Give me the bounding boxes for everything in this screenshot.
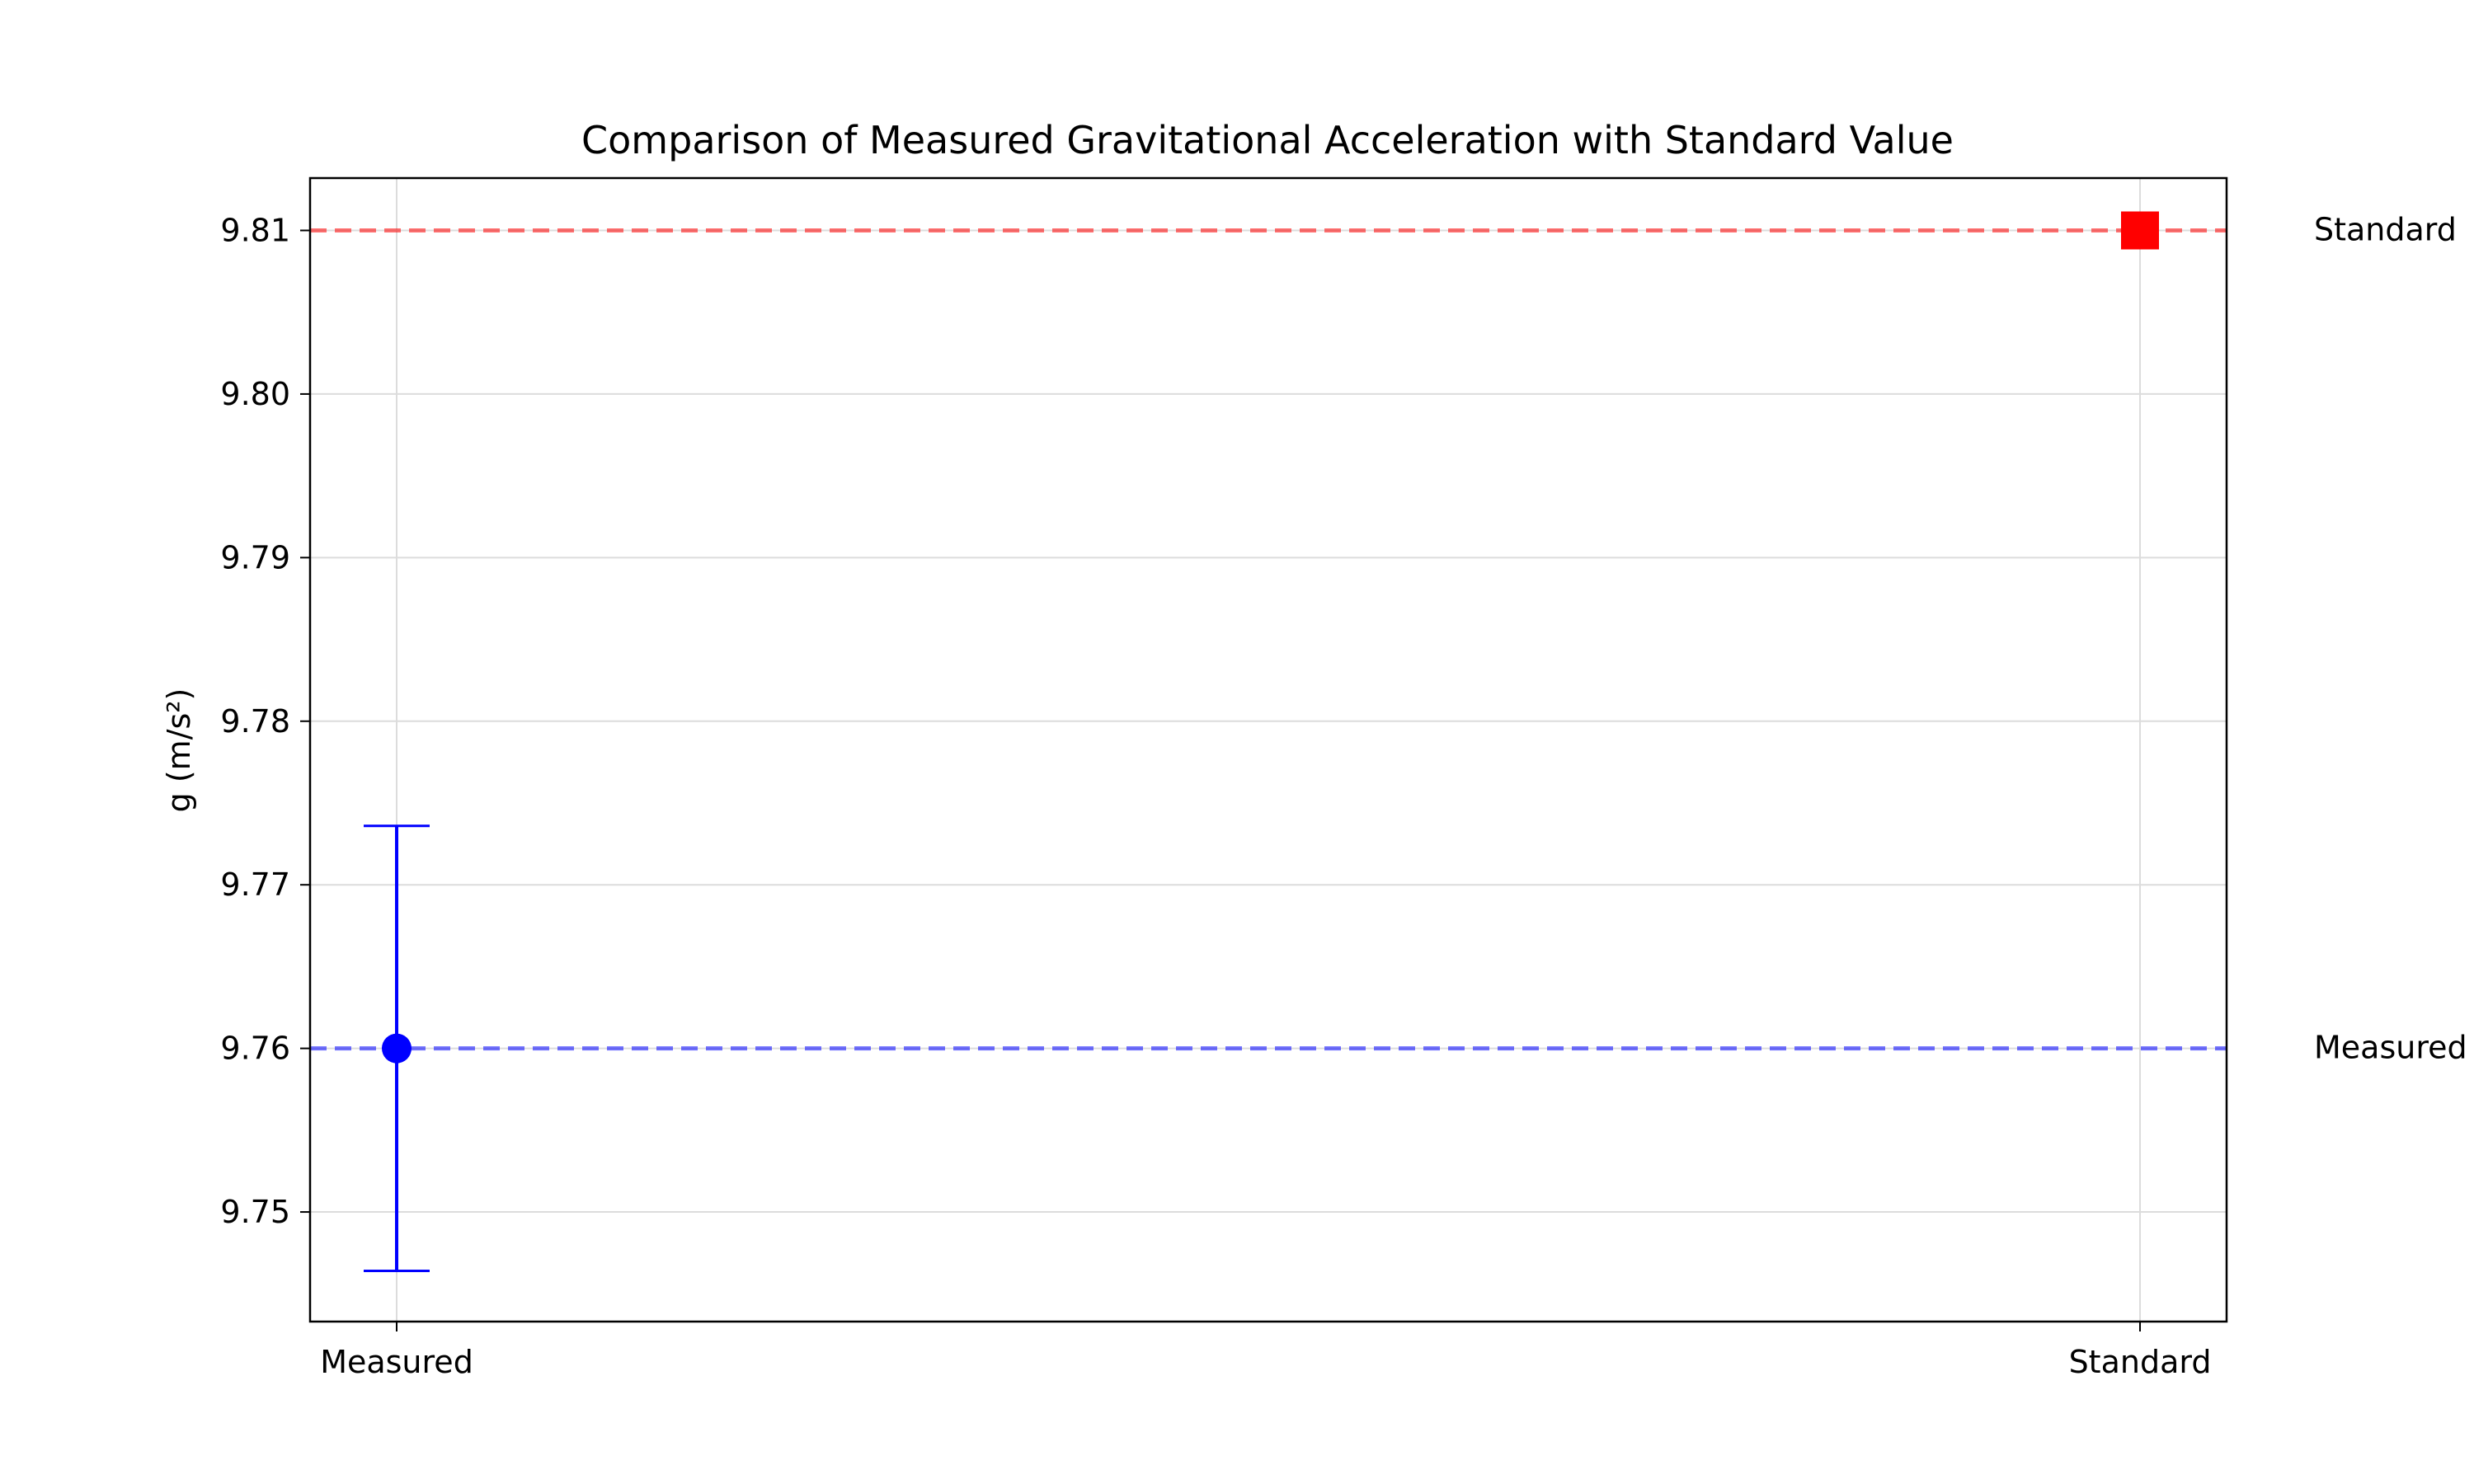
y-tick-label: 9.79 xyxy=(220,539,290,575)
y-tick-label: 9.76 xyxy=(220,1031,290,1067)
x-tick-label: Standard xyxy=(2069,1344,2212,1380)
y-tick-label: 9.78 xyxy=(220,703,290,740)
x-tick-label: Measured xyxy=(320,1344,473,1380)
y-tick-label: 9.75 xyxy=(220,1194,290,1230)
data-point-square xyxy=(2121,211,2159,250)
axes: 9.75 9.76 9.77 9.78 9.79 9.80 9.81 Measured Stan… xyxy=(220,211,2467,1380)
reference-lines xyxy=(310,228,2227,1051)
plot-frame xyxy=(308,176,2228,1323)
y-tick-label: 9.81 xyxy=(220,212,290,248)
y-axis-label: g (m/s²) xyxy=(161,688,197,813)
reference-line-label: Measured xyxy=(2314,1030,2467,1066)
grid xyxy=(310,178,2227,1322)
reference-line-label: Standard xyxy=(2314,211,2457,247)
y-tick-label: 9.80 xyxy=(220,376,290,412)
chart-title: Comparison of Measured Gravitational Acc… xyxy=(581,118,1954,162)
data-point-circle xyxy=(382,1033,412,1064)
data-points xyxy=(364,211,2159,1272)
y-tick-label: 9.77 xyxy=(220,866,290,903)
